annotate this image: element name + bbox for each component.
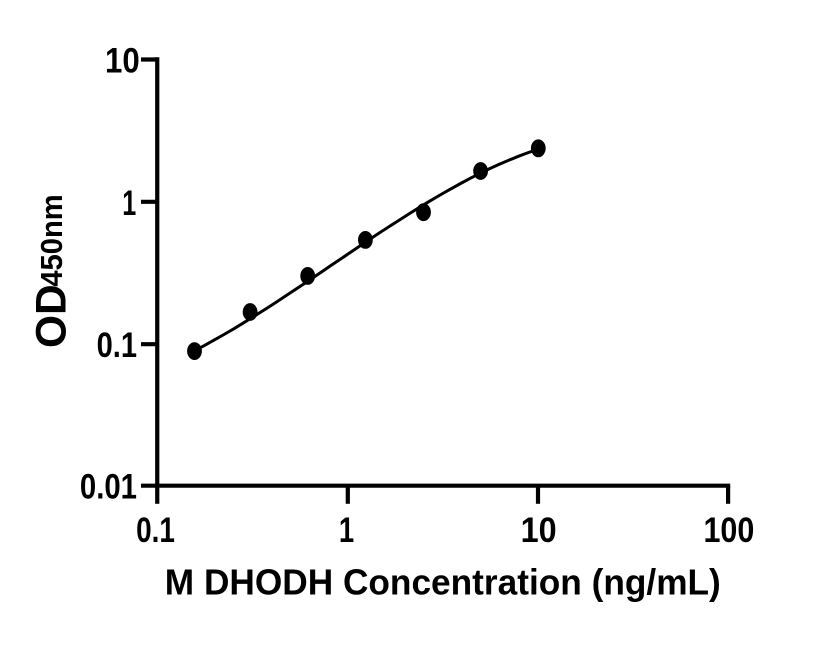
svg-text:0.01: 0.01 bbox=[80, 467, 137, 507]
svg-text:450nm: 450nm bbox=[35, 194, 69, 287]
svg-text:100: 100 bbox=[704, 510, 755, 550]
svg-text:OD: OD bbox=[29, 284, 76, 348]
svg-text:0.1: 0.1 bbox=[97, 325, 137, 365]
svg-text:10: 10 bbox=[105, 41, 140, 81]
svg-text:1: 1 bbox=[122, 183, 136, 223]
svg-text:1: 1 bbox=[339, 510, 354, 550]
svg-text:10: 10 bbox=[521, 510, 557, 550]
svg-text:0.1: 0.1 bbox=[136, 510, 175, 550]
svg-text:M DHODH Concentration (ng/mL): M DHODH Concentration (ng/mL) bbox=[165, 562, 721, 603]
